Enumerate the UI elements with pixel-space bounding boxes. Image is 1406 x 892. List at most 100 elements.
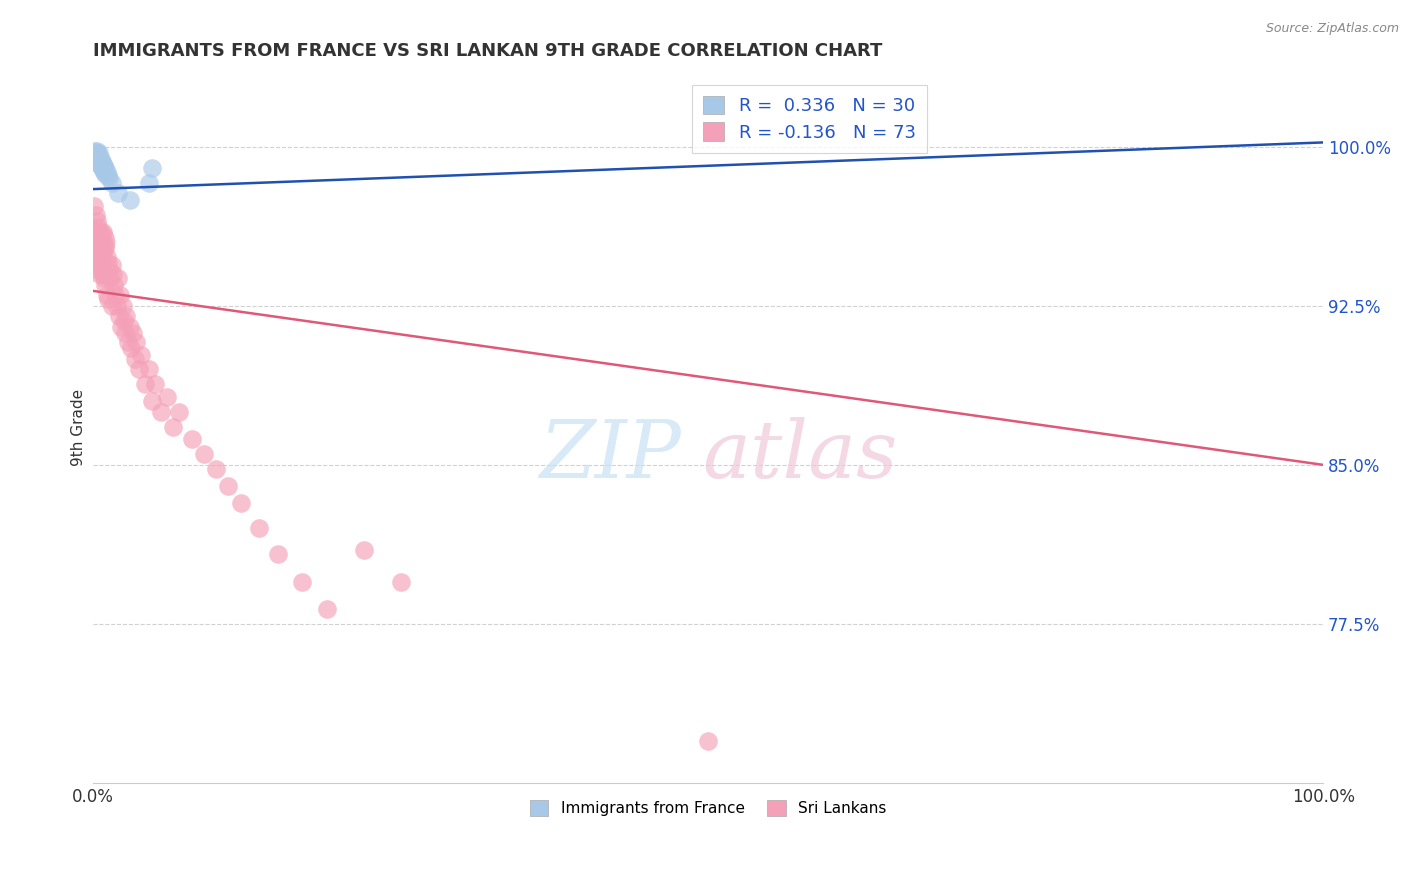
Point xyxy=(93,165,115,179)
Point xyxy=(134,377,156,392)
Point xyxy=(218,479,240,493)
Point xyxy=(143,377,166,392)
Point xyxy=(94,242,117,256)
Point xyxy=(89,146,111,161)
Point xyxy=(111,299,134,313)
Point xyxy=(91,156,114,170)
Point xyxy=(89,156,111,170)
Point xyxy=(125,334,148,349)
Point xyxy=(104,288,127,302)
Point xyxy=(96,165,118,179)
Point xyxy=(138,176,160,190)
Point xyxy=(120,341,142,355)
Point xyxy=(129,347,152,361)
Point xyxy=(91,225,114,239)
Point xyxy=(389,574,412,589)
Point xyxy=(86,150,108,164)
Point xyxy=(115,310,138,324)
Point xyxy=(117,334,139,349)
Text: IMMIGRANTS FROM FRANCE VS SRI LANKAN 9TH GRADE CORRELATION CHART: IMMIGRANTS FROM FRANCE VS SRI LANKAN 9TH… xyxy=(93,42,883,60)
Point xyxy=(205,462,228,476)
Point xyxy=(128,362,150,376)
Point xyxy=(97,293,120,307)
Point xyxy=(94,161,117,175)
Point xyxy=(89,267,111,281)
Legend: Immigrants from France, Sri Lankans: Immigrants from France, Sri Lankans xyxy=(520,791,896,825)
Point xyxy=(83,199,105,213)
Point xyxy=(87,262,110,277)
Point xyxy=(193,447,215,461)
Point xyxy=(96,288,118,302)
Point xyxy=(96,250,118,264)
Point xyxy=(110,320,132,334)
Point xyxy=(86,235,108,249)
Point xyxy=(105,299,128,313)
Point xyxy=(86,259,108,273)
Y-axis label: 9th Grade: 9th Grade xyxy=(72,389,86,467)
Point xyxy=(90,250,112,264)
Point xyxy=(229,496,252,510)
Point xyxy=(110,288,132,302)
Point xyxy=(291,574,314,589)
Point xyxy=(315,602,337,616)
Point xyxy=(90,159,112,173)
Point xyxy=(120,320,142,334)
Point xyxy=(84,148,107,162)
Point xyxy=(93,159,115,173)
Point xyxy=(141,394,163,409)
Point xyxy=(112,313,135,327)
Point xyxy=(83,144,105,158)
Point xyxy=(156,390,179,404)
Point xyxy=(91,163,114,178)
Point xyxy=(124,351,146,366)
Point xyxy=(90,256,112,270)
Point xyxy=(97,169,120,184)
Point xyxy=(83,225,105,239)
Point xyxy=(91,245,114,260)
Point xyxy=(169,405,191,419)
Point xyxy=(87,242,110,256)
Point xyxy=(90,153,112,167)
Point xyxy=(84,250,107,264)
Point xyxy=(89,225,111,239)
Point xyxy=(83,235,105,249)
Point xyxy=(100,299,122,313)
Point xyxy=(100,176,122,190)
Point xyxy=(98,262,121,277)
Point xyxy=(87,220,110,235)
Point xyxy=(107,186,129,201)
Point xyxy=(97,256,120,270)
Point xyxy=(697,733,720,747)
Point xyxy=(101,267,124,281)
Point xyxy=(266,547,288,561)
Point xyxy=(91,267,114,281)
Point xyxy=(114,326,136,341)
Point xyxy=(89,150,111,164)
Point xyxy=(86,144,108,158)
Point xyxy=(87,154,110,169)
Point xyxy=(86,146,108,161)
Point xyxy=(108,310,131,324)
Text: ZIP: ZIP xyxy=(538,417,681,495)
Point xyxy=(90,235,112,249)
Point xyxy=(94,167,117,181)
Point xyxy=(149,405,172,419)
Point xyxy=(93,235,115,249)
Point xyxy=(86,214,108,228)
Point xyxy=(103,277,125,292)
Point xyxy=(87,148,110,162)
Point xyxy=(90,154,112,169)
Point xyxy=(84,146,107,161)
Point xyxy=(84,231,107,245)
Point xyxy=(100,271,122,285)
Point xyxy=(141,161,163,175)
Point xyxy=(84,208,107,222)
Point xyxy=(121,326,143,341)
Point xyxy=(180,433,202,447)
Point xyxy=(120,193,142,207)
Text: Source: ZipAtlas.com: Source: ZipAtlas.com xyxy=(1265,22,1399,36)
Point xyxy=(107,271,129,285)
Text: atlas: atlas xyxy=(703,417,898,495)
Point xyxy=(138,362,160,376)
Point xyxy=(353,542,375,557)
